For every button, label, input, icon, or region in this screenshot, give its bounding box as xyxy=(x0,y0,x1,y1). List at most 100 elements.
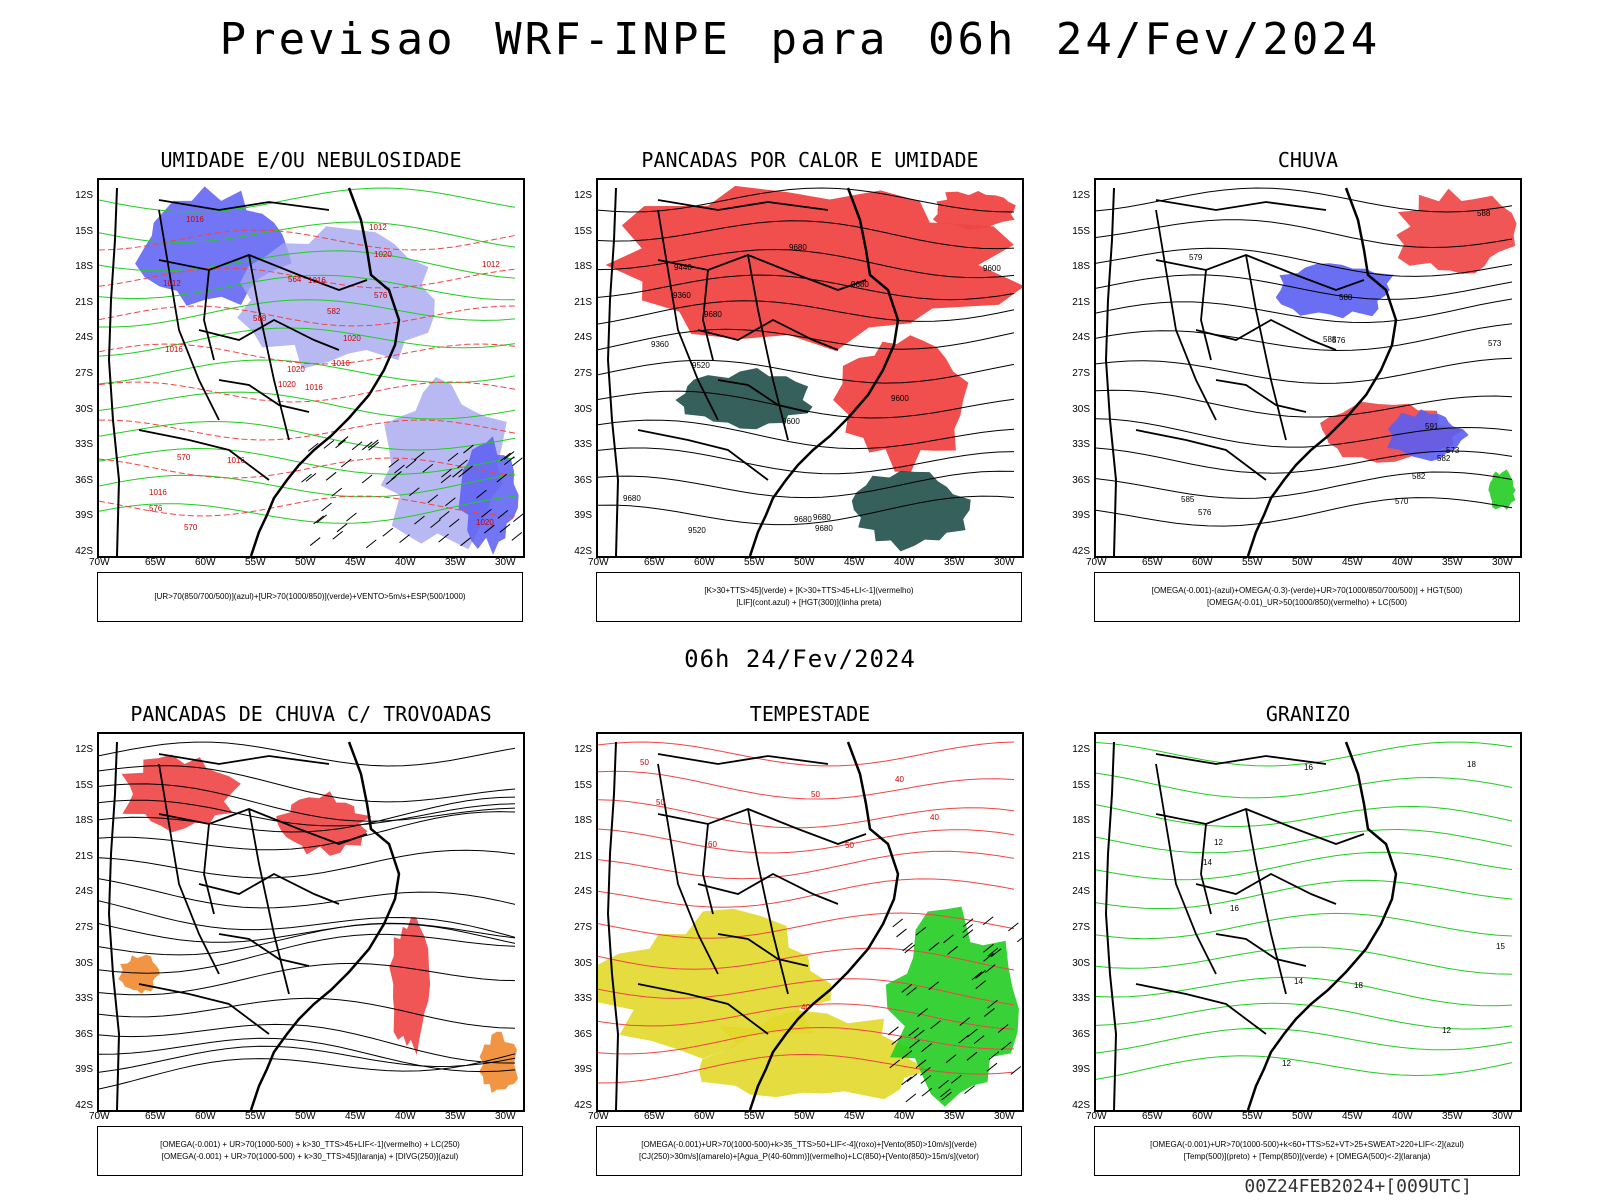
wind-vector xyxy=(915,1059,927,1069)
contour-line xyxy=(598,220,1015,250)
wind-vector xyxy=(951,1074,962,1084)
longitude-label: 45W xyxy=(1342,1111,1363,1122)
longitude-label: 70W xyxy=(89,1111,110,1122)
thickness-contour xyxy=(99,457,516,479)
latitude-label: 42S xyxy=(75,1100,93,1111)
contour-label: 9680 xyxy=(815,524,833,533)
wind-vector xyxy=(943,934,954,944)
legend-line: [OMEGA(-0.001) + UR>70(1000-500) + k>30_… xyxy=(161,1152,459,1161)
country-border xyxy=(158,254,368,291)
wind-vector xyxy=(496,473,508,483)
longitude-label: 40W xyxy=(894,1111,915,1122)
contour-line xyxy=(1096,946,1513,975)
wind-vector xyxy=(904,944,916,954)
longitude-label: 55W xyxy=(744,1111,765,1122)
shaded-field xyxy=(458,436,519,555)
contour-line xyxy=(1096,851,1513,881)
legend-line: [OMEGA(-0.01)_UR>50(1000/850)(vermelho) … xyxy=(1206,598,1408,607)
contour-label: 1020 xyxy=(343,334,361,343)
latitude-label: 33S xyxy=(75,439,93,451)
contour-line xyxy=(99,923,516,944)
latitude-label: 24S xyxy=(1072,886,1090,898)
thickness-contour xyxy=(99,305,516,327)
country-border xyxy=(1200,269,1212,361)
wind-vector xyxy=(457,459,468,469)
forecast-map xyxy=(97,732,525,1112)
wind-vector xyxy=(336,523,348,533)
longitude-label: 40W xyxy=(894,557,915,568)
wind-vector xyxy=(388,458,400,468)
longitude-label: 45W xyxy=(844,557,865,568)
contour-line xyxy=(1096,298,1513,324)
wind-vector xyxy=(983,952,994,962)
country-border xyxy=(702,269,714,361)
contour-line xyxy=(99,1053,516,1090)
contour-line xyxy=(598,187,1015,213)
wind-vector xyxy=(983,943,994,953)
thickness-contour xyxy=(99,495,516,517)
latitude-label: 39S xyxy=(75,1064,93,1076)
contour-line xyxy=(99,997,516,1029)
latitude-label: 30S xyxy=(574,403,592,415)
contour-line xyxy=(1096,357,1513,384)
wind-vector xyxy=(448,518,460,528)
contour-line xyxy=(1096,772,1513,799)
wind-vector xyxy=(422,463,434,473)
contour-line xyxy=(1096,187,1513,213)
wind-vector xyxy=(938,1079,949,1089)
country-border xyxy=(138,429,270,481)
country-border xyxy=(657,209,719,421)
legend-line: [OMEGA(-0.001)-(azul)+OMEGA(-0.3)-(verde… xyxy=(1151,586,1463,595)
legend-line: [OMEGA(-0.001) + UR>70(1000-500) + k>30_… xyxy=(160,1140,460,1149)
contour-line xyxy=(1096,912,1513,940)
contour-line xyxy=(598,1026,1015,1055)
wind-vector xyxy=(399,534,410,543)
latitude-label: 30S xyxy=(574,957,592,969)
contour-line xyxy=(598,978,1015,1006)
shaded-field xyxy=(237,226,435,369)
wind-vector xyxy=(973,1035,985,1044)
longitude-label: 35W xyxy=(1442,557,1463,568)
wind-vector xyxy=(441,468,452,478)
country-border xyxy=(1215,379,1307,413)
contour-label: 573 xyxy=(1488,339,1502,348)
wind-vector xyxy=(962,918,974,928)
latitude-label: 24S xyxy=(1072,332,1090,344)
contour-label: 588 xyxy=(253,314,267,323)
coastline xyxy=(748,187,900,556)
country-border xyxy=(248,254,290,441)
latitude-label: 42S xyxy=(1072,1100,1090,1111)
contour-line xyxy=(99,922,516,956)
country-border xyxy=(203,269,215,361)
country-border xyxy=(1155,763,1217,975)
wind-vector xyxy=(385,475,397,485)
contour-label: 1020 xyxy=(374,250,392,259)
contour-line xyxy=(99,274,516,301)
contour-label: 15 xyxy=(1496,942,1505,951)
wind-vector xyxy=(975,980,987,990)
wind-vector xyxy=(1000,1041,1012,1051)
forecast-map: 50 50 40 40 50 50 40 60 xyxy=(596,732,1024,1112)
legend-line: [LIF](cont.azul) + [HGT(300)](linha pret… xyxy=(736,598,882,607)
panel-legend: [OMEGA(-0.001)+UR>70(1000-500)+k>35_TTS>… xyxy=(596,1126,1022,1176)
contour-line xyxy=(99,741,516,767)
latitude-label: 36S xyxy=(1072,474,1090,486)
country-border xyxy=(1155,199,1327,211)
latitude-label: 39S xyxy=(1072,1064,1090,1076)
contour-label: 60 xyxy=(708,840,717,849)
wind-vector xyxy=(940,1088,951,1098)
longitude-label: 35W xyxy=(1442,1111,1463,1122)
latitude-label: 18S xyxy=(574,815,592,827)
longitude-label: 45W xyxy=(345,557,366,568)
latitude-label: 42S xyxy=(574,546,592,557)
wind-vector xyxy=(896,928,907,938)
legend-line: [OMEGA(-0.001)+UR>70(1000-500)+k<60+TTS>… xyxy=(1150,1140,1464,1149)
wind-vector xyxy=(405,459,417,469)
contour-line xyxy=(99,765,516,803)
wind-vector xyxy=(997,1024,1009,1033)
wind-vector xyxy=(313,515,324,525)
thickness-contour xyxy=(99,381,516,403)
contour-line xyxy=(598,1053,1015,1084)
latitude-label: 12S xyxy=(1072,190,1090,201)
longitude-label: 55W xyxy=(245,557,266,568)
